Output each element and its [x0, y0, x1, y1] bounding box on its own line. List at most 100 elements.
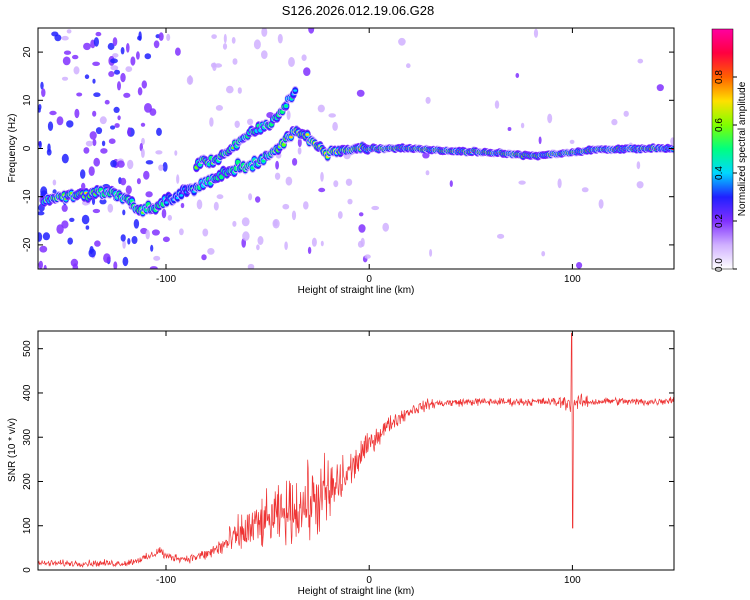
spectrogram-ridge: [219, 175, 224, 179]
spectrogram-noise-blob: [175, 47, 181, 56]
spectrogram-noise-blob: [153, 40, 160, 49]
colorbar-tick-label: 0.4: [714, 166, 725, 180]
spectrogram-noise-blob: [114, 69, 120, 75]
spectrogram-noise-blob: [66, 29, 72, 34]
spectrogram-xtick-label: 0: [366, 274, 372, 285]
spectrogram-ytick-label: -10: [22, 189, 33, 204]
spectrogram-noise-blob: [547, 113, 553, 124]
spectrogram-noise-blob: [282, 203, 290, 210]
snr-ytick-label: 100: [22, 517, 33, 534]
colorbar: 0.0 0.2 0.4 0.6 0.8 Normalized spectral ampl…: [711, 28, 748, 272]
spectrogram-ridge: [261, 159, 266, 163]
spectrogram-noise-blob: [166, 33, 171, 42]
colorbar-tick-label: 0.2: [714, 214, 725, 228]
spectrogram-noise-blob: [515, 73, 520, 78]
spectrogram-ytick-label: 10: [22, 94, 33, 106]
spectrogram-noise-blob: [223, 33, 227, 44]
spectrogram-ridge: [305, 133, 310, 136]
spectrogram-noise-blob: [94, 240, 101, 247]
spectrogram-noise-blob: [93, 92, 101, 97]
spectrogram-noise-blob: [89, 131, 97, 140]
spectrogram-noise-blob: [72, 54, 79, 60]
spectrogram-noise-blob: [104, 99, 110, 105]
spectrogram-noise-blob: [136, 51, 140, 60]
spectrogram-noise-blob: [117, 115, 121, 121]
spectrogram-noise-blob: [303, 201, 309, 210]
spectrogram-noise-blob: [226, 85, 234, 94]
spectrogram-noise-blob: [46, 148, 52, 156]
spectrogram-noise-blob: [136, 178, 141, 185]
spectrogram-noise-blob: [179, 228, 184, 236]
spectrogram-noise-blob: [211, 34, 217, 39]
spectrogram-noise-blob: [56, 116, 64, 126]
spectrogram-noise-blob: [93, 37, 99, 47]
spectrogram-noise-blob: [337, 211, 343, 219]
spectrogram-noise-blob: [167, 214, 172, 221]
spectrogram-noise-blob: [253, 39, 261, 50]
spectrogram-noise-blob: [127, 238, 131, 245]
spectrogram-noise-blob: [196, 199, 203, 210]
snr-ytick-label: 0: [22, 567, 33, 573]
spectrogram-noise-blob: [40, 81, 44, 90]
spectrogram-noise-blob: [158, 164, 164, 171]
spectrogram-noise-blob: [61, 76, 69, 81]
snr-xtick-label: 100: [564, 575, 581, 586]
snr-ytick-label: 200: [22, 473, 33, 490]
spectrogram-noise-blob: [67, 237, 73, 245]
spectrogram-noise-blob: [213, 201, 219, 211]
spectrogram-noise-blob: [255, 196, 261, 203]
spectrogram-noise-blob: [356, 89, 365, 97]
spectrogram-noise-blob: [231, 37, 236, 44]
spectrogram-noise-blob: [581, 187, 589, 193]
spectrogram-noise-blob: [201, 254, 207, 261]
spectrogram-noise-blob: [141, 137, 145, 145]
spectrogram-noise-blob: [92, 138, 97, 147]
spectrogram-noise-blob: [288, 57, 295, 67]
spectrogram-noise-blob: [301, 54, 307, 61]
spectrogram-noise-blob: [93, 157, 100, 167]
spectrogram-noise-blob: [114, 123, 120, 128]
spectrogram-noise-blob: [92, 208, 101, 214]
spectrogram-noise-blob: [449, 180, 453, 188]
spectrogram-noise-blob: [85, 140, 93, 147]
spectrogram-noise-blob: [52, 179, 57, 186]
spectrogram-noise-blob: [286, 110, 291, 121]
spectrogram-noise-blob: [122, 209, 126, 216]
spectrogram-noise-blob: [110, 58, 118, 64]
spectrogram-noise-blob: [358, 224, 366, 233]
spectrogram-noise-blob: [62, 56, 71, 66]
colorbar-gradient: [711, 28, 734, 270]
spectrogram-noise-blob: [117, 160, 125, 168]
spectrogram-ridge: [179, 194, 184, 197]
spectrogram-noise-blob: [318, 187, 326, 193]
spectrogram-branch: [293, 89, 298, 92]
spectrogram-ytick-label: 20: [22, 46, 33, 58]
spectrogram-noise-blob: [358, 212, 364, 217]
spectrogram-noise-blob: [41, 88, 46, 97]
spectrogram-noise-blob: [143, 170, 150, 180]
spectrogram-xtick-label: -100: [156, 274, 176, 285]
spectrogram-noise-blob: [125, 185, 132, 195]
spectrogram-noise-blob: [153, 255, 161, 261]
spectrogram-noise-blob: [541, 251, 546, 257]
spectrogram-noise-blob: [120, 72, 126, 83]
spectrogram-noise-blob: [123, 92, 131, 98]
spectrogram-noise-blob: [99, 116, 107, 125]
spectrogram-noise-blob: [126, 43, 130, 53]
spectrogram-noise-blob: [107, 203, 114, 213]
snr-xlabel: Height of straight line (km): [298, 586, 415, 597]
spectrogram-noise-blob: [161, 208, 167, 219]
snr-ytick-label: 500: [22, 340, 33, 357]
spectrogram-noise-blob: [81, 182, 86, 190]
spectrogram-noise-blob: [113, 261, 118, 269]
spectrogram-noise-blob: [108, 138, 116, 144]
spectrogram-noise-blob: [207, 248, 215, 255]
spectrogram-branch: [284, 104, 288, 108]
spectrogram-noise-blob: [56, 224, 64, 235]
spectrogram-noise-blob: [345, 178, 353, 186]
spectrogram-noise-blob: [158, 32, 164, 41]
spectrogram-noise-blob: [247, 118, 254, 126]
spectrogram-noise-blob: [141, 148, 145, 158]
spectrogram-noise-blob: [39, 245, 48, 253]
